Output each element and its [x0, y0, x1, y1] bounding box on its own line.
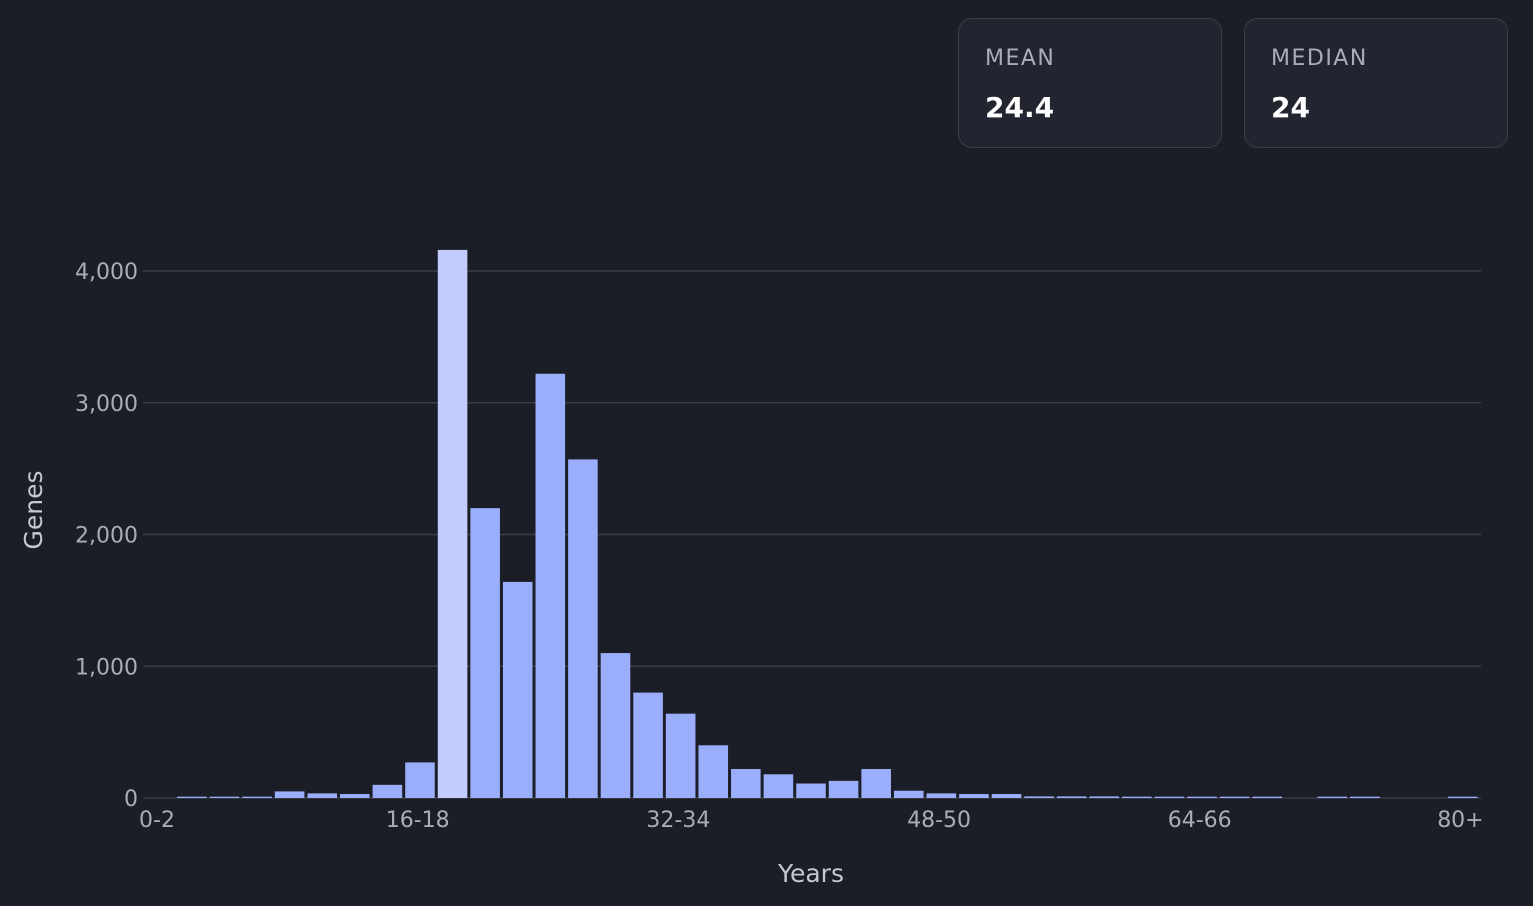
bar[interactable] [1024, 796, 1054, 798]
x-tick-label: 32-34 [646, 808, 710, 833]
bar[interactable] [1089, 796, 1120, 798]
x-tick-label: 64-66 [1168, 808, 1232, 833]
bar[interactable] [1154, 796, 1185, 798]
bar[interactable] [1350, 796, 1380, 798]
bar[interactable] [1317, 796, 1348, 798]
bar[interactable] [926, 793, 957, 798]
bar[interactable] [1122, 796, 1152, 798]
mean-label: MEAN [985, 46, 1056, 71]
y-tick-label: 1,000 [75, 655, 138, 680]
bar[interactable] [1252, 796, 1282, 798]
x-tick-label: 80+ [1437, 808, 1483, 833]
bar[interactable] [209, 796, 240, 798]
bar[interactable] [502, 581, 533, 798]
bar[interactable] [698, 745, 729, 798]
y-axis-title: Genes [19, 470, 48, 549]
mean-value: 24.4 [985, 91, 1055, 124]
median-value: 24 [1271, 91, 1310, 124]
median-card: MEDIAN 24 [1244, 18, 1508, 148]
bar[interactable] [665, 713, 696, 798]
mean-card: MEAN 24.4 [958, 18, 1222, 148]
x-axis-ticks: 0-2 16-18 32-34 48-50 64-66 80+ [139, 808, 1484, 833]
x-tick-label: 48-50 [907, 808, 971, 833]
bar[interactable] [796, 783, 826, 798]
bar[interactable] [1056, 796, 1087, 798]
y-tick-label: 2,000 [75, 524, 138, 549]
bar[interactable] [861, 769, 891, 798]
bar[interactable] [893, 790, 924, 798]
y-tick-label: 0 [124, 787, 138, 812]
bar[interactable] [177, 796, 207, 798]
bar[interactable] [731, 769, 761, 798]
bar[interactable] [372, 784, 403, 798]
bar[interactable] [307, 793, 338, 798]
bar[interactable] [242, 796, 272, 798]
bar[interactable] [437, 249, 468, 799]
bar[interactable] [633, 692, 663, 798]
bar[interactable] [535, 373, 566, 798]
bar[interactable] [828, 780, 859, 798]
bar[interactable] [568, 459, 598, 798]
bars [177, 249, 1478, 799]
bar[interactable] [405, 762, 435, 798]
bar[interactable] [763, 774, 794, 798]
x-tick-label: 16-18 [386, 808, 450, 833]
x-axis-title: Years [777, 859, 844, 888]
y-tick-label: 3,000 [75, 392, 138, 417]
bar[interactable] [274, 791, 305, 798]
bar[interactable] [991, 794, 1022, 798]
bar[interactable] [1219, 796, 1250, 798]
grid-lines [143, 270, 1481, 799]
bar[interactable] [600, 653, 631, 798]
bar[interactable] [959, 794, 989, 798]
bar[interactable] [1187, 796, 1217, 798]
bar[interactable] [470, 508, 500, 798]
bar[interactable] [1447, 796, 1478, 798]
median-label: MEDIAN [1271, 46, 1368, 71]
y-tick-label: 4,000 [75, 260, 138, 285]
y-axis-ticks: 0 1,000 2,000 3,000 4,000 [75, 260, 138, 812]
x-tick-label: 0-2 [139, 808, 175, 833]
bar[interactable] [340, 794, 370, 798]
